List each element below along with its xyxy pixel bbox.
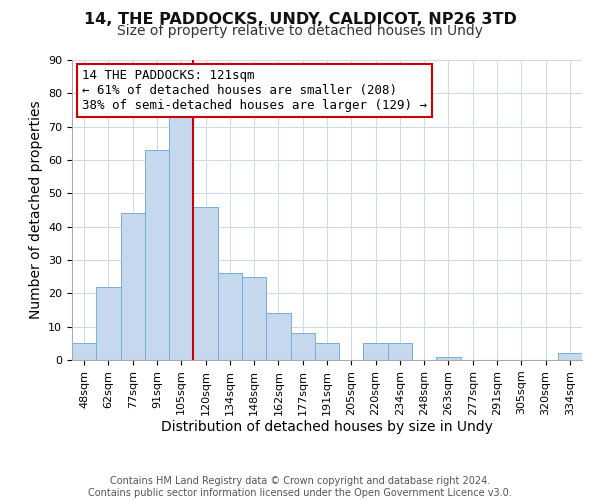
Bar bbox=[218, 274, 242, 360]
Bar bbox=[290, 334, 315, 360]
Y-axis label: Number of detached properties: Number of detached properties bbox=[29, 100, 43, 320]
Bar bbox=[266, 314, 290, 360]
X-axis label: Distribution of detached houses by size in Undy: Distribution of detached houses by size … bbox=[161, 420, 493, 434]
Bar bbox=[558, 354, 582, 360]
Bar bbox=[436, 356, 461, 360]
Text: Contains HM Land Registry data © Crown copyright and database right 2024.
Contai: Contains HM Land Registry data © Crown c… bbox=[88, 476, 512, 498]
Bar bbox=[121, 214, 145, 360]
Bar bbox=[315, 344, 339, 360]
Text: Size of property relative to detached houses in Undy: Size of property relative to detached ho… bbox=[117, 24, 483, 38]
Bar bbox=[193, 206, 218, 360]
Bar bbox=[96, 286, 121, 360]
Text: 14 THE PADDOCKS: 121sqm
← 61% of detached houses are smaller (208)
38% of semi-d: 14 THE PADDOCKS: 121sqm ← 61% of detache… bbox=[82, 69, 427, 112]
Bar bbox=[364, 344, 388, 360]
Bar bbox=[169, 114, 193, 360]
Bar bbox=[242, 276, 266, 360]
Bar bbox=[72, 344, 96, 360]
Bar bbox=[145, 150, 169, 360]
Bar bbox=[388, 344, 412, 360]
Text: 14, THE PADDOCKS, UNDY, CALDICOT, NP26 3TD: 14, THE PADDOCKS, UNDY, CALDICOT, NP26 3… bbox=[83, 12, 517, 28]
